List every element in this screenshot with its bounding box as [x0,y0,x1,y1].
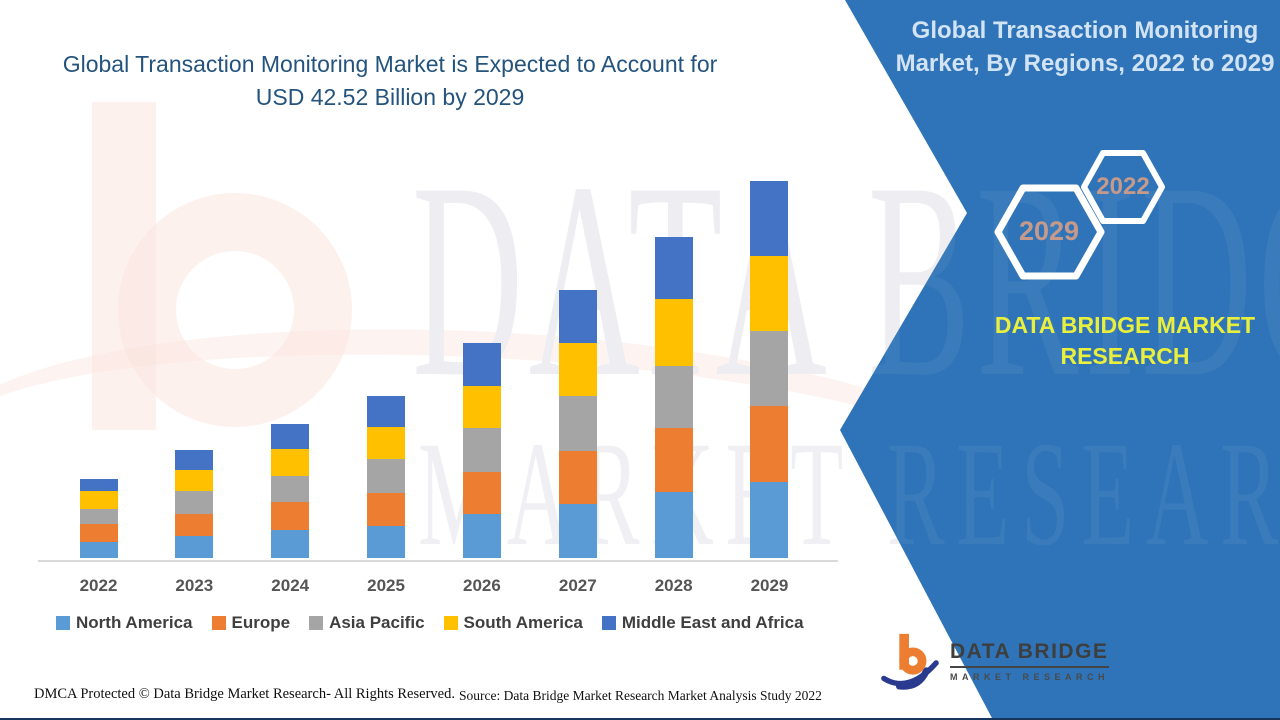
legend-swatch-icon [601,616,616,630]
bar-segment-asia-pacific [558,395,597,452]
x-axis-label-2028: 2028 [654,576,693,595]
stacked-bar-2025 [367,395,406,558]
bar-segment-europe [367,493,406,526]
bar-segment-middle-east-and-africa [175,450,214,470]
bar-segment-europe [175,514,214,537]
bar-segment-asia-pacific [271,476,310,502]
x-axis-label-2022: 2022 [79,576,118,595]
bar-segment-middle-east-and-africa [271,424,310,449]
bar-segment-middle-east-and-africa [558,290,597,343]
hexagon-large [994,184,1105,280]
side-panel-background [840,0,1280,718]
bar-segment-middle-east-and-africa [462,342,501,387]
legend-label: Asia Pacific [329,613,425,632]
legend: North America Europe Asia Pacific South Ame… [56,613,804,633]
bar-segment-middle-east-and-africa [367,395,406,427]
x-axis-line [38,560,838,562]
legend-item-south-america: South America [443,613,583,633]
bar-segment-south-america [462,386,501,428]
x-axis-label-2029: 2029 [750,576,789,595]
bar-segment-south-america [654,299,693,366]
bar-segment-south-america [271,448,310,477]
bar-segment-south-america [175,469,214,492]
stacked-bar-2022 [79,478,118,558]
x-axis-label-2025: 2025 [367,576,405,595]
stacked-bar-2027 [558,290,597,558]
bar-segment-europe [558,451,597,504]
bar-segment-north-america [654,492,693,558]
legend-item-asia-pacific: Asia Pacific [309,613,425,633]
legend-label: North America [76,613,193,632]
legend-label: Middle East and Africa [621,613,804,632]
bar-segment-asia-pacific [367,459,406,494]
x-axis-label-2024: 2024 [271,576,310,595]
legend-item-europe: Europe [211,613,291,633]
legend-swatch-icon [211,616,226,630]
stacked-bar-2026 [462,342,501,558]
legend-item-middle-east-and-africa: Middle East and Africa [601,613,804,633]
chart-title: Global Transaction Monitoring Market is … [30,48,750,114]
bar-segment-north-america [79,541,118,558]
bar-segment-south-america [79,491,118,509]
x-axis-label-2023: 2023 [175,576,214,595]
bar-segment-europe [750,406,789,482]
stacked-bar-2028 [654,236,693,558]
bar-segment-middle-east-and-africa [79,478,118,492]
stacked-bar-2023 [175,450,214,558]
bar-segment-middle-east-and-africa [750,181,789,256]
bar-segment-south-america [558,342,597,396]
bar-segment-middle-east-and-africa [654,236,693,300]
legend-swatch-icon [443,616,458,630]
bar-segment-north-america [367,525,406,558]
stacked-bar-2029 [750,181,789,558]
hexagon-small [1081,150,1165,224]
legend-label: Europe [231,613,291,632]
x-axis-label-2027: 2027 [558,576,597,595]
legend-swatch-icon [309,616,324,630]
bar-segment-asia-pacific [175,491,214,515]
legend-item-north-america: North America [56,613,193,633]
bar-segment-north-america [462,514,501,558]
legend-label: South America [463,613,583,632]
bar-segment-south-america [367,426,406,460]
bar-segment-europe [79,524,118,542]
stacked-bar-2024 [271,424,310,558]
x-axis-label-2026: 2026 [463,576,501,595]
chart-title-line2: USD 42.52 Billion by 2029 [255,84,525,110]
bar-segment-europe [654,427,693,493]
chart-title-line1: Global Transaction Monitoring Market is … [62,51,718,77]
bar-segment-europe [271,501,310,531]
bar-segment-south-america [750,255,789,332]
source-note: Source: Data Bridge Market Research Mark… [459,688,822,703]
bar-segment-europe [462,471,501,515]
bar-segment-north-america [175,536,214,558]
bar-segment-asia-pacific [462,427,501,472]
legend-swatch-icon [56,616,70,630]
bar-segment-asia-pacific [79,508,118,525]
bar-segment-north-america [558,503,597,558]
bar-segment-asia-pacific [750,331,789,407]
dmca-notice: DMCA Protected © Data Bridge Market Rese… [34,686,455,702]
bar-segment-north-america [750,481,789,558]
bar-segment-asia-pacific [654,365,693,428]
bar-segment-north-america [271,530,310,558]
